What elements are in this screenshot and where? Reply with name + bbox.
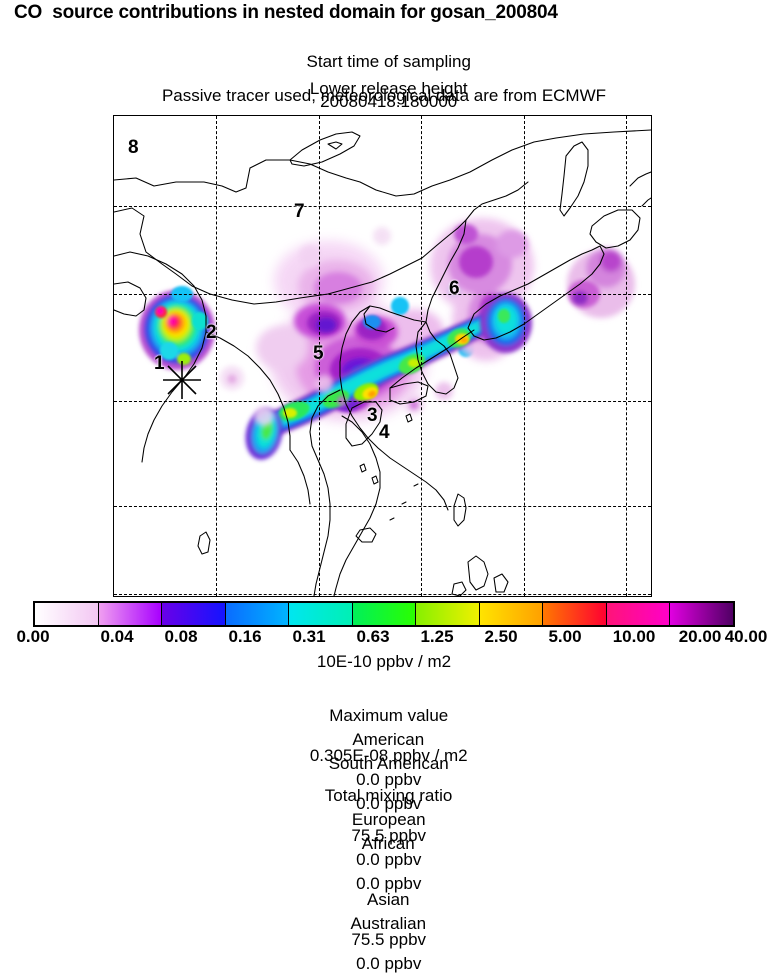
- gridline-horizontal: [114, 206, 651, 207]
- map-marker-7: 7: [294, 201, 305, 222]
- colorbar-tick: 40.00: [724, 627, 768, 646]
- colorbar-segment: [416, 603, 480, 625]
- colorbar[interactable]: [33, 601, 735, 627]
- region-name-african: African: [361, 834, 415, 853]
- colorbar-segment: [606, 603, 671, 625]
- map-marker-8: 8: [128, 137, 139, 158]
- map-marker-1: 1: [154, 353, 165, 374]
- gridline-horizontal: [114, 401, 651, 402]
- gridline-horizontal: [114, 594, 651, 595]
- max-value-label: Maximum value: [329, 706, 449, 725]
- page-title: CO source contributions in nested domain…: [14, 2, 558, 23]
- concentration-plume-layer: [139, 218, 635, 460]
- region-name-south-american: South American: [328, 754, 449, 773]
- colorbar-segment: [35, 603, 99, 625]
- map-marker-5: 5: [313, 343, 324, 364]
- tracer-note: Passive tracer used, meteorological data…: [161, 86, 607, 105]
- colorbar-tick: 10.00: [612, 627, 656, 646]
- colorbar-tick: 0.16: [228, 627, 262, 646]
- colorbar-tick: 0.04: [100, 627, 134, 646]
- start-time-label: Start time of sampling: [306, 52, 471, 71]
- gridline-vertical: [626, 116, 627, 596]
- map-marker-4: 4: [379, 422, 390, 443]
- gridline-vertical: [421, 116, 422, 596]
- colorbar-unit-label: 10E-10 ppbv / m2: [316, 652, 452, 671]
- colorbar-segment: [98, 603, 163, 625]
- colorbar-segment: [479, 603, 544, 625]
- lower-height-label: Lower release height: [309, 79, 468, 98]
- colorbar-segment: [543, 603, 607, 625]
- colorbar-tick: 0.31: [292, 627, 326, 646]
- colorbar-tick: 5.00: [548, 627, 582, 646]
- release-site-star-icon: [163, 361, 201, 399]
- map-marker-3: 3: [367, 405, 378, 426]
- max-value-value: 0.305E-08 ppbv / m2: [309, 746, 468, 765]
- colorbar-tick: 1.25: [420, 627, 454, 646]
- colorbar-segment: [352, 603, 417, 625]
- region-value-african: 0.0 ppbv: [356, 874, 422, 893]
- colorbar-segment: [225, 603, 290, 625]
- colorbar-tick: 0.08: [164, 627, 198, 646]
- region-value-australian: 0.0 ppbv: [356, 954, 422, 973]
- start-time-value: 20080418.180000: [320, 92, 458, 111]
- colorbar-tick: 20.00: [678, 627, 722, 646]
- colorbar-tick: 0.63: [356, 627, 390, 646]
- region-name-australian: Australian: [350, 914, 427, 933]
- gridline-horizontal: [114, 506, 651, 507]
- colorbar-segment: [289, 603, 353, 625]
- colorbar-tick-labels: 0.00 0.04 0.08 0.16 0.31 0.63 1.25 2.50 …: [0, 627, 768, 649]
- gridline-horizontal: [114, 294, 651, 295]
- map-marker-6: 6: [449, 278, 460, 299]
- map-marker-2: 2: [206, 322, 217, 343]
- gridline-vertical: [524, 116, 525, 596]
- source-region-row: South American 0.0 ppbv African 0.0 ppbv…: [0, 734, 768, 974]
- region-value-south-american: 0.0 ppbv: [356, 794, 422, 813]
- colorbar-tick: 2.50: [484, 627, 518, 646]
- region-name-american: American: [352, 730, 425, 749]
- colorbar-segment: [670, 603, 734, 625]
- colorbar-segment: [162, 603, 226, 625]
- gridline-vertical: [216, 116, 217, 596]
- map-plot-area[interactable]: 1 2 3 4 5 6 7 8: [113, 115, 652, 597]
- coastline-layer: [114, 129, 651, 596]
- colorbar-tick: 0.00: [16, 627, 50, 646]
